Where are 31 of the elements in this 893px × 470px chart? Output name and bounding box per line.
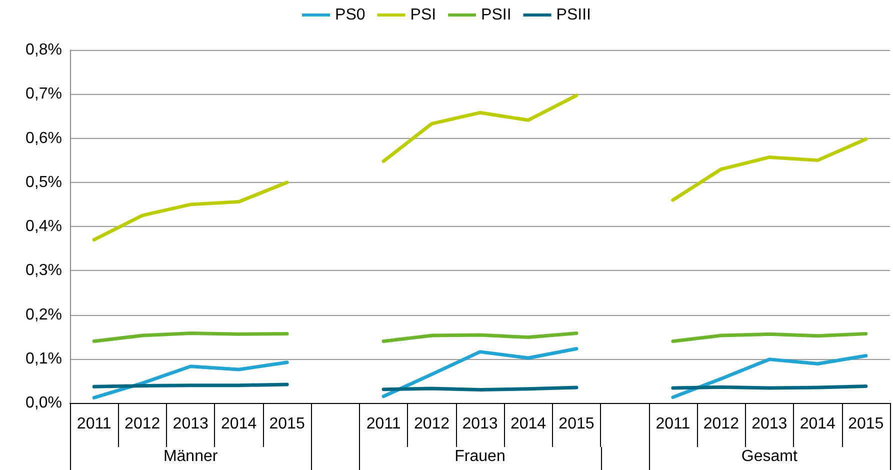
x-tick-label: 2014 (800, 416, 836, 432)
x-tick-label: 2015 (558, 416, 594, 432)
legend-label: PSI (410, 6, 436, 24)
x-tick-label: 2014 (221, 416, 257, 432)
text: Frauen (454, 448, 506, 466)
x-tick-label: 2013 (172, 416, 208, 432)
text: Männer (163, 448, 218, 466)
y-tick-label: 0,3% (26, 262, 62, 280)
x-tick-label: 2012 (124, 416, 160, 432)
y-tick-label: 0,7% (26, 86, 62, 103)
y-tick-label: 0,0% (26, 394, 62, 412)
x-tick-label: 2015 (269, 416, 305, 432)
x-tick-label: 2011 (366, 416, 401, 432)
x-tick-label: 2011 (656, 416, 690, 432)
y-tick-label: 0,5% (26, 174, 62, 191)
x-tick-label: 2015 (848, 416, 884, 432)
x-tick-label: 2013 (462, 416, 498, 432)
x-tick-label: 2011 (76, 416, 112, 432)
y-tick-label: 0,1% (26, 350, 62, 368)
text: Gesamt (741, 448, 798, 466)
x-tick-label: 2012 (414, 416, 450, 432)
x-tick-label: 2014 (510, 416, 546, 432)
y-tick-label: 0,4% (26, 218, 62, 235)
x-tick-label: 2012 (703, 416, 740, 432)
x-tick-label: 2013 (752, 416, 788, 432)
legend-label: PSIII (556, 6, 591, 24)
y-tick-label: 0,6% (26, 130, 62, 147)
y-tick-label: 0,2% (26, 306, 62, 324)
legend-label: PS0 (335, 6, 366, 24)
legend-label: PSII (481, 6, 512, 24)
y-tick-label: 0,8% (26, 42, 62, 58)
